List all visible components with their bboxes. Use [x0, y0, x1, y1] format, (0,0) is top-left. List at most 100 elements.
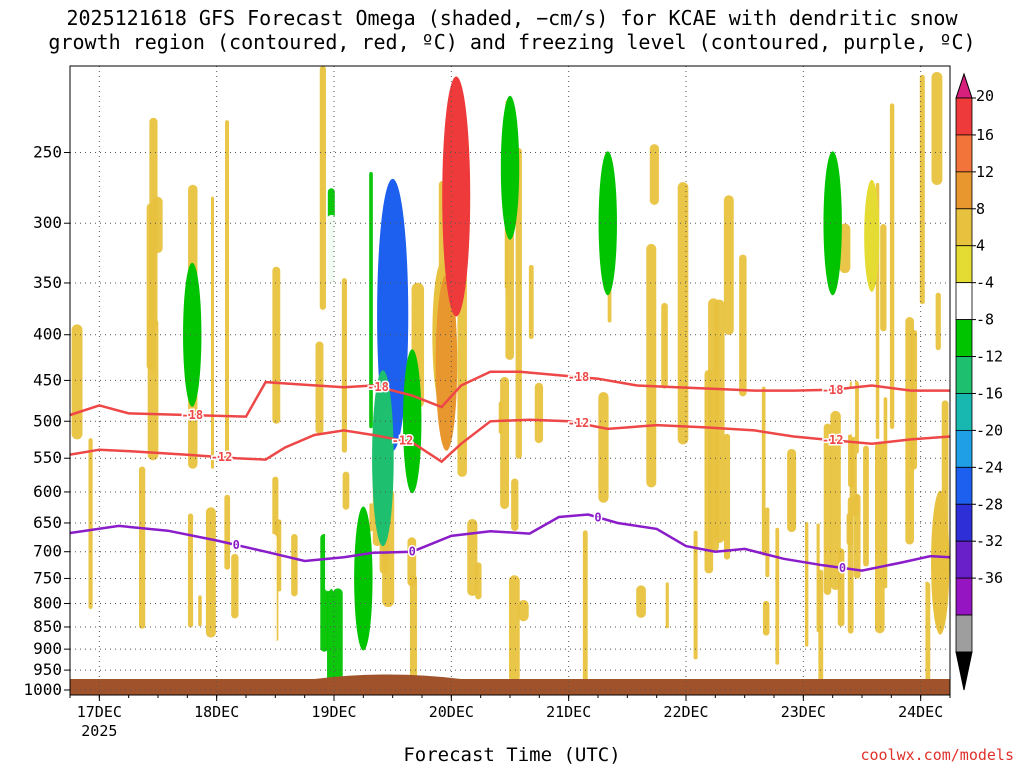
omega-streak — [723, 195, 734, 335]
omega-streak — [708, 298, 719, 553]
omega-streak — [325, 473, 331, 592]
omega-streak — [557, 93, 563, 285]
colorbar-box — [955, 540, 973, 579]
omega-streak — [295, 473, 301, 526]
contour-label: 0 — [233, 538, 240, 552]
omega-streak — [198, 595, 202, 627]
omega-streak — [205, 507, 216, 638]
omega-streak — [899, 158, 905, 335]
omega-streak — [920, 540, 926, 683]
omega-streak — [902, 541, 908, 625]
omega-streak — [132, 263, 136, 353]
omega-streak — [856, 451, 864, 497]
colorbar-box — [955, 208, 973, 247]
contour-label: -18 — [367, 380, 389, 394]
contour-label: -18 — [822, 383, 844, 397]
omega-streak — [210, 196, 214, 469]
omega-streak — [863, 445, 869, 567]
x-tick-label: 21DEC — [546, 703, 591, 721]
colorbar-label: -24 — [976, 458, 1003, 476]
omega-streak — [281, 512, 291, 634]
colorbar-box — [955, 429, 973, 468]
omega-streak — [326, 214, 337, 311]
omega-streak — [407, 537, 417, 587]
omega-streak — [110, 528, 119, 627]
omega-streak — [332, 588, 343, 683]
omega-streak — [341, 278, 347, 453]
omega-streak — [761, 386, 766, 556]
omega-streak — [723, 433, 731, 560]
title-line-1: 2025121618 GFS Forecast Omega (shaded, −… — [66, 6, 958, 30]
omega-streak — [853, 493, 861, 579]
omega-streak — [818, 569, 824, 683]
contour-label: -18 — [181, 408, 203, 422]
omega-streak — [665, 582, 669, 629]
omega-streak — [823, 423, 832, 595]
colorbar-label: 16 — [976, 126, 994, 144]
omega-feature — [354, 506, 373, 651]
omega-streak — [559, 451, 570, 504]
omega-streak — [889, 103, 895, 430]
omega-streak — [319, 66, 326, 310]
omega-streak — [534, 382, 544, 444]
omega-streak — [82, 193, 92, 350]
contour-label: 0 — [594, 510, 601, 524]
omega-streak — [288, 413, 297, 458]
omega-streak — [880, 224, 887, 332]
omega-streak — [508, 575, 520, 683]
colorbar-box — [955, 97, 973, 136]
omega-streak — [369, 503, 373, 532]
colorbar-box — [955, 319, 973, 357]
omega-streak — [327, 588, 334, 683]
omega-streak — [693, 530, 698, 660]
omega-streak — [71, 324, 83, 440]
omega-streak — [187, 513, 194, 628]
colorbar-top-arrow — [955, 72, 973, 99]
omega-streak — [417, 550, 426, 600]
colorbar-box — [955, 171, 973, 210]
y-tick-label: 650 — [33, 513, 62, 532]
colorbar-box — [955, 503, 973, 542]
colorbar-box — [955, 356, 973, 394]
x-tick-label: 18DEC — [194, 703, 239, 721]
omega-streak — [192, 523, 199, 602]
omega-streak — [409, 575, 418, 683]
omega-streak — [654, 579, 664, 614]
colorbar-box — [955, 393, 973, 431]
contour-label: 0 — [409, 545, 416, 559]
omega-streak — [123, 519, 134, 614]
y-tick-label: 250 — [33, 143, 62, 162]
colorbar-label: 20 — [976, 87, 994, 105]
colorbar-label: -4 — [976, 274, 994, 292]
y-tick-label: 600 — [33, 482, 62, 501]
omega-streak — [582, 530, 588, 683]
omega-feature — [183, 262, 202, 407]
credit-link[interactable]: coolwx.com/models — [860, 746, 1014, 764]
colorbar-box — [955, 577, 973, 616]
omega-feature — [931, 490, 950, 635]
omega-streak — [315, 341, 324, 434]
x-tick-label: 22DEC — [663, 703, 708, 721]
contour-line — [70, 418, 950, 464]
omega-streak — [147, 318, 159, 461]
omega-feature — [598, 151, 617, 296]
y-tick-label: 300 — [33, 213, 62, 232]
terrain-fill — [70, 679, 950, 695]
omega-streak — [165, 410, 176, 524]
omega-streak — [267, 533, 277, 656]
omega-streak — [518, 599, 529, 622]
omega-streak — [737, 486, 745, 537]
omega-streak — [762, 600, 770, 636]
y-tick-label: 350 — [33, 273, 62, 292]
omega-streak — [739, 254, 747, 397]
colorbar-label: -36 — [976, 569, 1003, 587]
omega-streak — [291, 534, 298, 597]
omega-streak — [460, 590, 470, 637]
omega-streak — [843, 387, 854, 436]
contour-label: -18 — [568, 370, 590, 384]
omega-shading — [71, 66, 950, 683]
omega-streak — [342, 471, 350, 510]
omega-streak — [692, 81, 698, 251]
omega-streak — [224, 494, 231, 570]
